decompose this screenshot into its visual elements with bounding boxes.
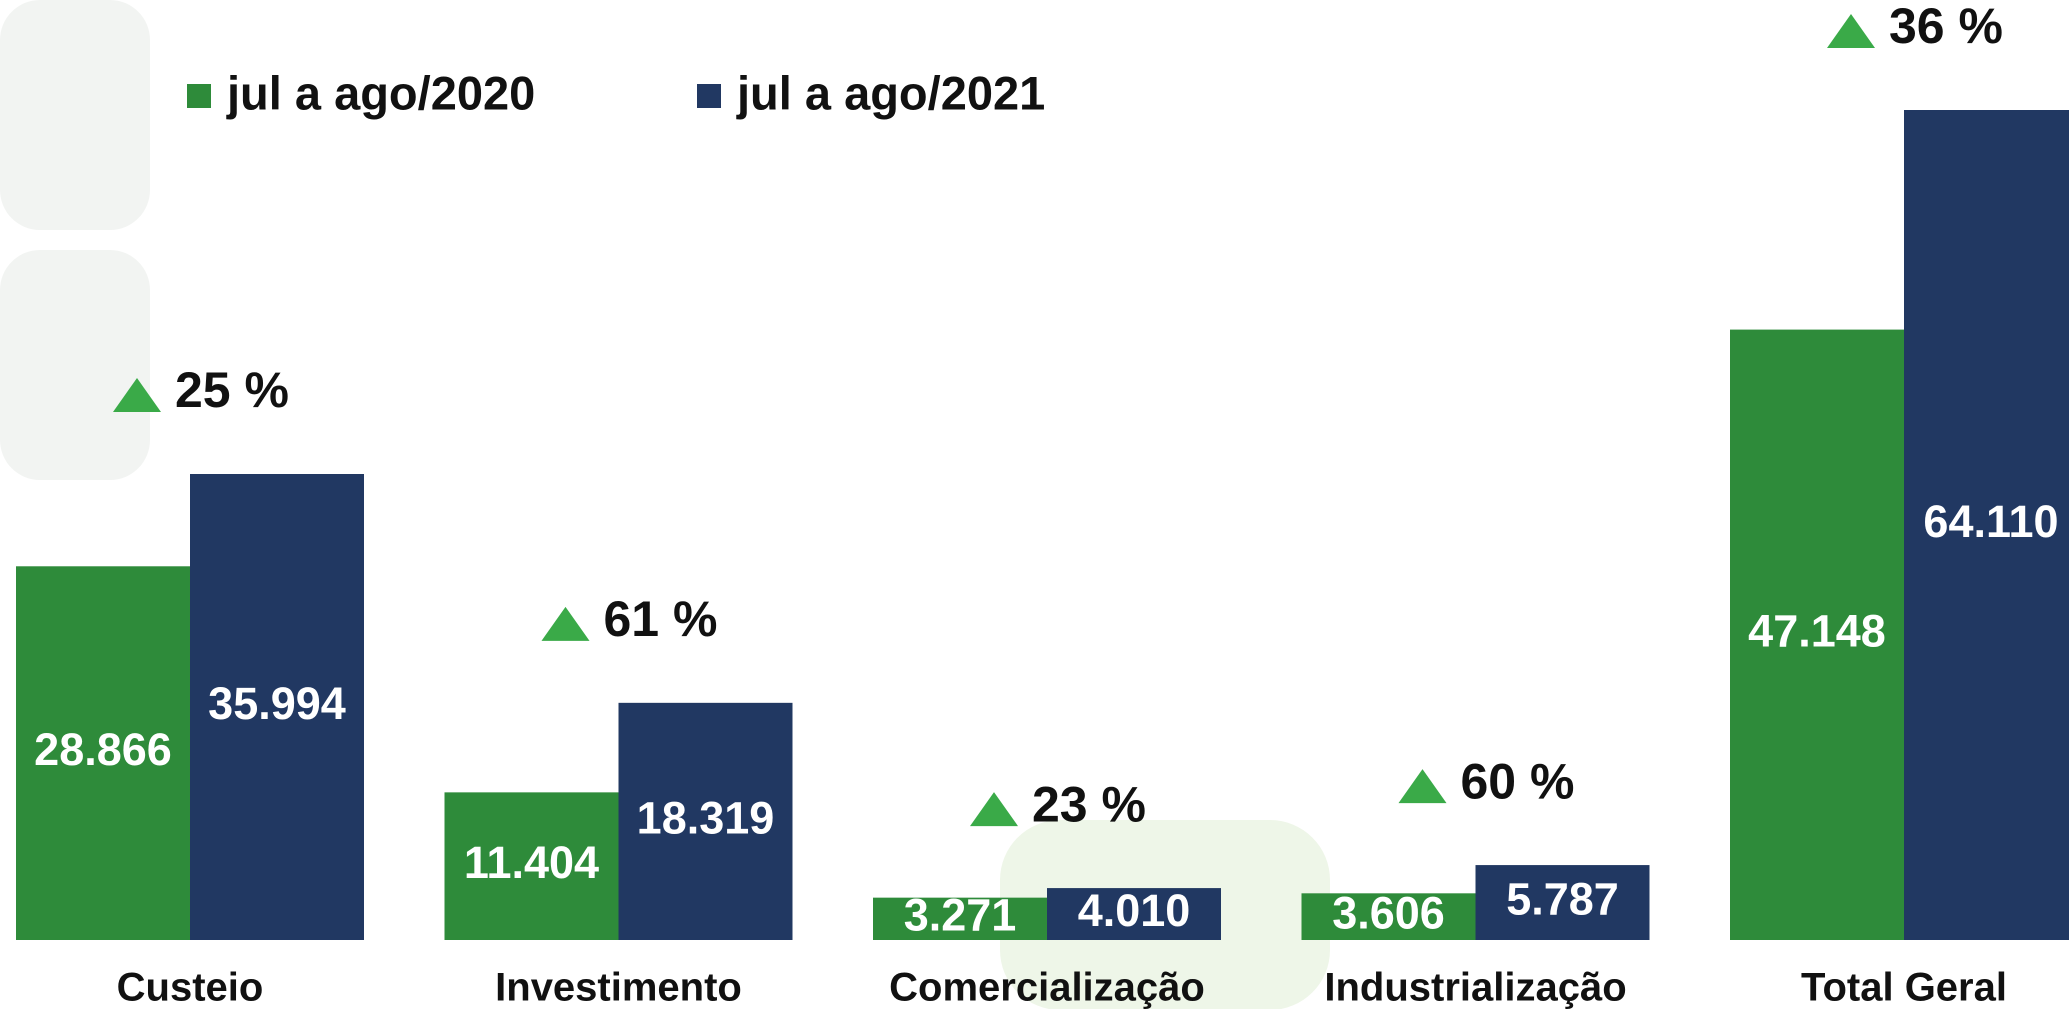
value-label: 35.994 xyxy=(208,678,346,729)
change-label: 61 % xyxy=(604,591,718,647)
category-label: Total Geral xyxy=(1801,966,2007,1009)
value-label: 28.866 xyxy=(34,724,172,775)
category-label: Industrialização xyxy=(1324,966,1626,1009)
change-marker xyxy=(113,378,161,413)
change-marker xyxy=(970,792,1018,827)
value-label: 5.787 xyxy=(1506,873,1619,924)
bar xyxy=(1475,865,1650,940)
legend-swatch xyxy=(187,84,211,108)
category-label: Comercialização xyxy=(889,966,1205,1009)
legend-swatch xyxy=(697,84,721,108)
bar xyxy=(1301,893,1476,940)
change-marker xyxy=(1827,14,1875,48)
value-label: 3.606 xyxy=(1332,888,1445,939)
change-label: 25 % xyxy=(175,362,289,418)
bar xyxy=(1047,888,1221,940)
change-label: 23 % xyxy=(1032,776,1146,832)
change-marker xyxy=(1398,769,1447,804)
bar xyxy=(190,474,364,940)
change-label: 36 % xyxy=(1889,0,2003,54)
value-label: 47.148 xyxy=(1748,606,1886,657)
value-label: 11.404 xyxy=(464,837,599,888)
category-label: Investimento xyxy=(495,966,742,1009)
bar xyxy=(16,566,190,940)
bar xyxy=(618,702,793,940)
bar xyxy=(1904,110,2069,940)
category-label: Custeio xyxy=(117,966,264,1009)
change-label: 60 % xyxy=(1461,753,1575,809)
change-marker xyxy=(541,606,590,641)
value-label: 4.010 xyxy=(1078,885,1191,936)
legend-label: jul a ago/2020 xyxy=(226,66,535,119)
bar xyxy=(444,792,619,940)
legend-label: jul a ago/2021 xyxy=(736,66,1045,119)
value-label: 18.319 xyxy=(637,792,775,843)
bar xyxy=(1730,329,1904,940)
value-label: 3.271 xyxy=(904,890,1017,941)
value-label: 64.110 xyxy=(1923,496,2058,547)
bar xyxy=(873,897,1047,940)
